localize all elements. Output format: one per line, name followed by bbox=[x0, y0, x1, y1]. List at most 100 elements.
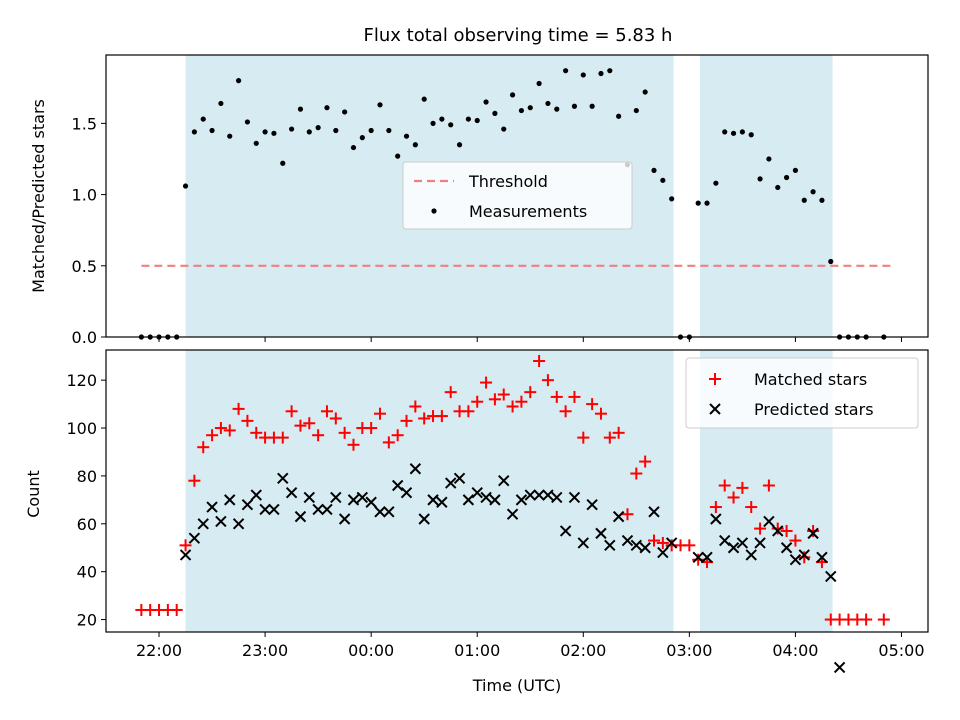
predicted-star-point bbox=[816, 551, 828, 564]
matched-star-point bbox=[683, 539, 696, 552]
measurement-point bbox=[368, 127, 374, 134]
matched-star-point bbox=[762, 479, 775, 492]
measurement-point bbox=[253, 140, 259, 146]
predicted-star-point bbox=[471, 486, 483, 499]
legend-threshold-label: Threshold bbox=[468, 172, 548, 191]
matched-stars-series bbox=[135, 355, 890, 626]
matched-star-point bbox=[418, 412, 431, 425]
bot-y-tick-label: 80 bbox=[77, 467, 97, 486]
matched-star-point bbox=[320, 405, 333, 418]
matched-star-point bbox=[435, 410, 448, 423]
x-tick-label: 02:00 bbox=[560, 641, 606, 660]
predicted-star-point bbox=[657, 546, 669, 559]
measurement-point bbox=[412, 142, 418, 148]
matched-star-point bbox=[541, 374, 554, 387]
measurement-point bbox=[465, 116, 471, 122]
matched-star-point bbox=[206, 429, 219, 442]
predicted-star-point bbox=[277, 472, 289, 485]
matched-star-point bbox=[214, 422, 227, 435]
legend-measurements-swatch bbox=[431, 208, 437, 214]
measurement-point bbox=[448, 122, 454, 128]
measurement-point bbox=[403, 133, 410, 139]
measurement-point bbox=[713, 180, 719, 186]
measurement-point bbox=[607, 68, 613, 74]
measurement-point bbox=[395, 153, 401, 159]
measurement-point bbox=[527, 105, 533, 111]
measurement-point bbox=[757, 176, 763, 182]
predicted-star-point bbox=[692, 551, 704, 564]
bot-y-tick-label: 60 bbox=[77, 515, 97, 534]
predicted-star-point bbox=[427, 494, 439, 506]
predicted-star-point bbox=[665, 537, 678, 549]
measurement-point bbox=[474, 117, 480, 124]
measurement-point bbox=[810, 189, 816, 195]
predicted-star-point bbox=[462, 494, 475, 506]
matched-star-point bbox=[648, 534, 660, 547]
measurement-point bbox=[456, 142, 463, 148]
predicted-star-point bbox=[294, 510, 307, 523]
x-tick-label: 04:00 bbox=[772, 641, 818, 660]
measurement-point bbox=[333, 127, 339, 134]
matched-star-point bbox=[471, 395, 484, 408]
matched-star-point bbox=[232, 402, 245, 415]
matched-star-point bbox=[374, 407, 386, 420]
measurement-point bbox=[421, 96, 427, 102]
measurement-point bbox=[501, 126, 507, 132]
measurement-point bbox=[200, 116, 206, 122]
matched-star-point bbox=[444, 386, 457, 399]
measurement-point bbox=[633, 107, 639, 114]
measurement-point bbox=[324, 105, 330, 111]
measurement-point bbox=[518, 107, 525, 114]
predicted-star-point bbox=[489, 494, 501, 506]
matched-star-point bbox=[365, 422, 378, 435]
measurement-point bbox=[704, 200, 710, 206]
predicted-star-point bbox=[515, 494, 528, 506]
predicted-star-point bbox=[179, 549, 192, 561]
predicted-star-point bbox=[453, 472, 466, 485]
x-tick-label: 23:00 bbox=[242, 641, 288, 660]
x-tick-label: 00:00 bbox=[348, 641, 394, 660]
matched-star-point bbox=[170, 603, 183, 616]
measurement-point bbox=[306, 129, 312, 135]
top-y-tick-label: 1.5 bbox=[72, 114, 97, 133]
predicted-star-point bbox=[559, 525, 572, 537]
predicted-star-point bbox=[321, 503, 333, 516]
predicted-star-point bbox=[498, 474, 510, 487]
predicted-star-point bbox=[719, 534, 731, 547]
predicted-star-point bbox=[533, 489, 545, 501]
matched-star-point bbox=[718, 479, 731, 492]
predicted-star-point bbox=[701, 551, 713, 564]
top-y-tick-label: 0.5 bbox=[72, 257, 97, 276]
measurement-point bbox=[580, 72, 586, 78]
predicted-star-point bbox=[215, 515, 227, 528]
measurement-point bbox=[209, 127, 215, 134]
predicted-star-point bbox=[374, 506, 386, 518]
predicted-star-point bbox=[400, 486, 413, 499]
predicted-star-point bbox=[391, 479, 404, 492]
predicted-star-point bbox=[206, 501, 218, 513]
legend-predicted-label: Predicted stars bbox=[754, 400, 874, 419]
measurement-point bbox=[739, 129, 745, 135]
measurement-point bbox=[722, 129, 728, 135]
top-x-ticks bbox=[158, 337, 902, 342]
predicted-star-point bbox=[436, 496, 448, 508]
predicted-star-point bbox=[480, 491, 492, 504]
matched-star-point bbox=[462, 405, 475, 418]
matched-star-point bbox=[807, 524, 820, 537]
predicted-star-point bbox=[285, 486, 298, 499]
bot-shaded-span-0 bbox=[185, 350, 674, 632]
matched-star-point bbox=[524, 386, 537, 399]
measurement-point bbox=[315, 125, 321, 131]
matched-star-point bbox=[860, 613, 873, 626]
matched-star-point bbox=[497, 388, 510, 401]
matched-star-point bbox=[577, 431, 590, 444]
matched-star-point bbox=[480, 376, 493, 389]
predicted-star-point bbox=[365, 496, 377, 508]
matched-star-point bbox=[188, 474, 201, 487]
predicted-star-point bbox=[763, 515, 775, 528]
predicted-star-point bbox=[259, 503, 271, 516]
matched-star-point bbox=[197, 441, 210, 454]
measurement-point bbox=[669, 196, 675, 202]
x-tick-label: 01:00 bbox=[454, 641, 500, 660]
